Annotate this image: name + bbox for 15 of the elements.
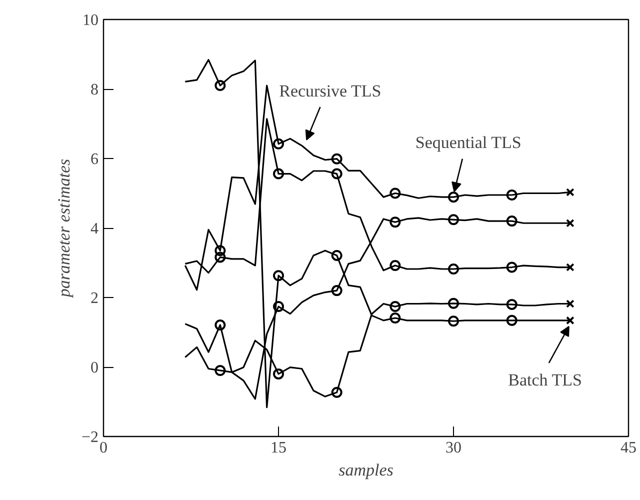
x-tick-label: 30 xyxy=(446,440,462,456)
y-tick-label: 10 xyxy=(82,12,98,29)
annotation: Recursive TLS xyxy=(279,81,382,100)
y-tick-label: 2 xyxy=(90,290,98,307)
y-tick-label: 6 xyxy=(90,151,98,168)
x-axis-title: samples xyxy=(338,460,394,480)
annotation: Sequential TLS xyxy=(415,133,522,152)
y-tick-label: −2 xyxy=(81,429,99,446)
x-tick-label: 45 xyxy=(620,440,636,456)
y-axis-title: parameter estimates xyxy=(54,158,74,298)
y-tick-label: 4 xyxy=(90,220,98,238)
annotation: Batch TLS xyxy=(508,370,582,390)
x-tick-label: 15 xyxy=(270,440,286,456)
y-tick-label: 0 xyxy=(90,360,98,376)
y-tick-label: 8 xyxy=(90,82,98,98)
